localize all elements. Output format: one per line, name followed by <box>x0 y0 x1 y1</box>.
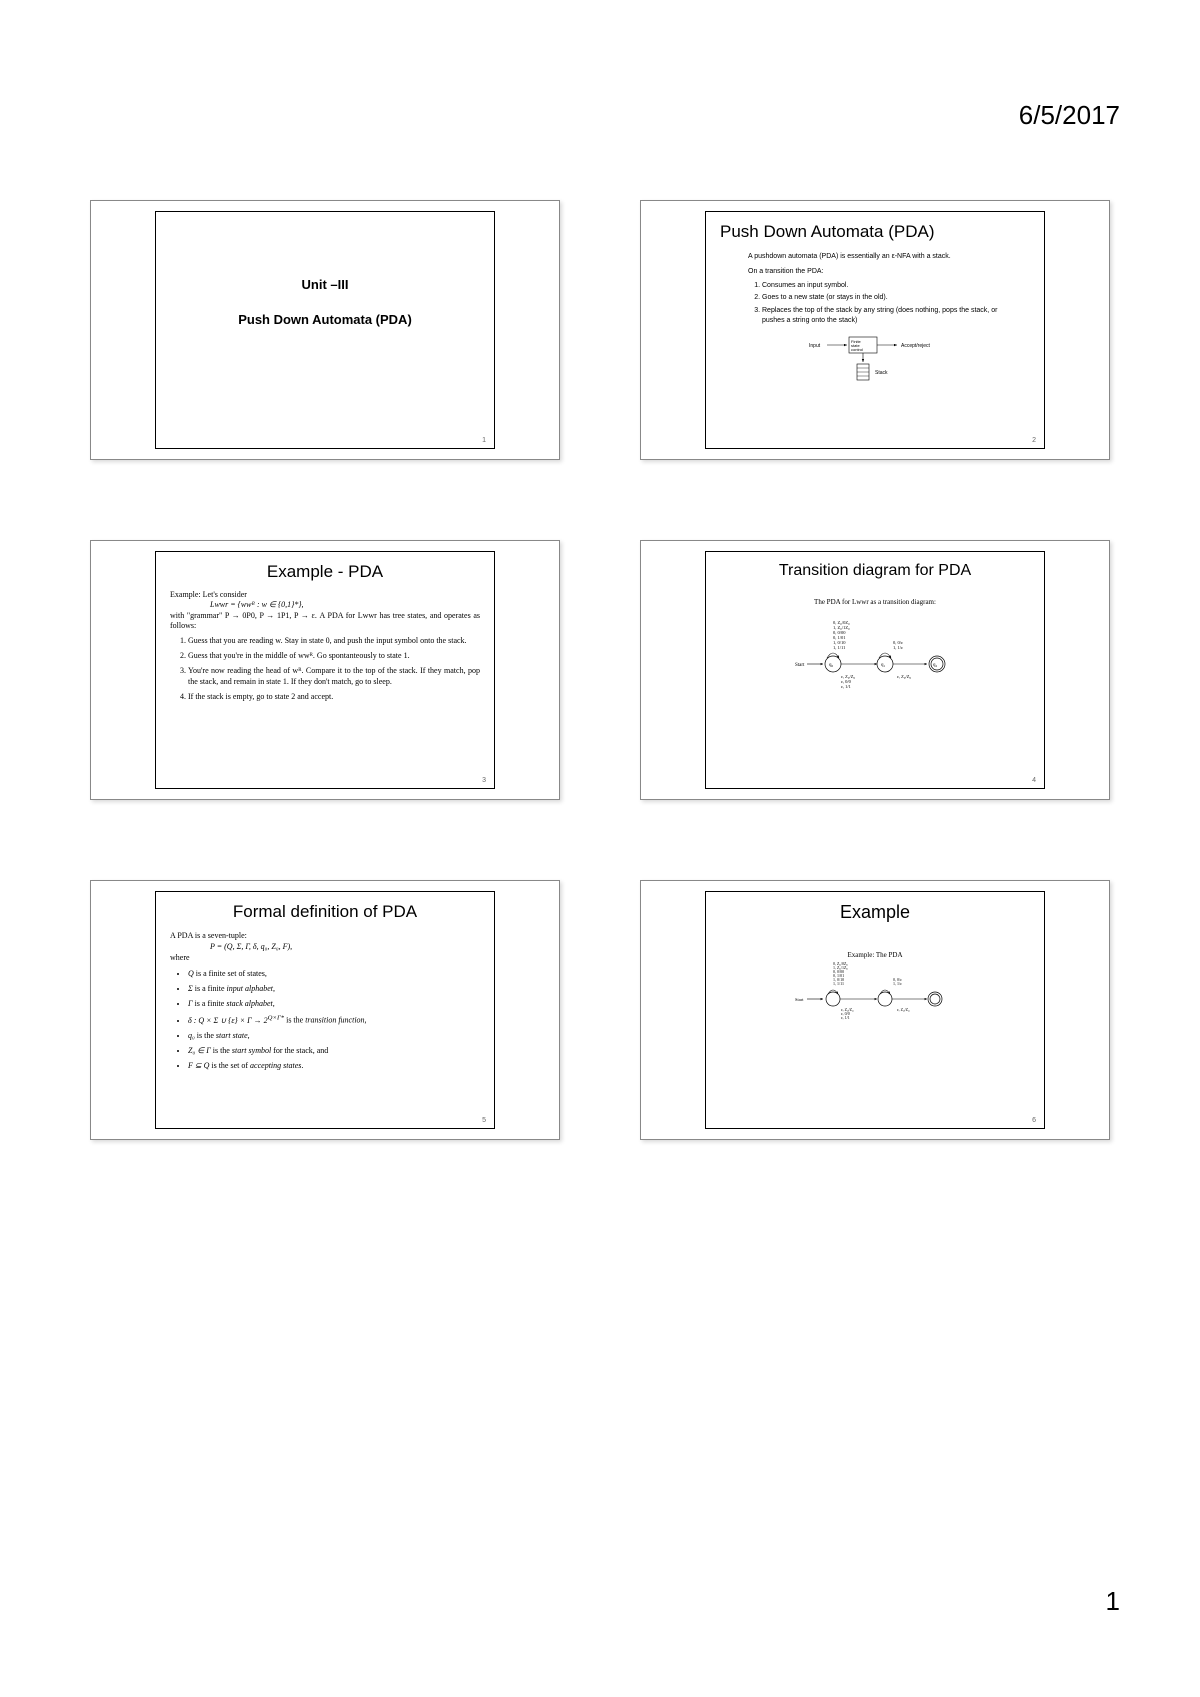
slide4-diagram: 0, Z₀/0Z₀ 1, Z₀/1Z₀ 0, 0/00 0, 1/01 1, 0… <box>720 616 1030 698</box>
slide2-title: Push Down Automata (PDA) <box>720 222 1030 242</box>
slide5-b4: δ : Q × Σ ∪ {ε} × Γ → 2Q×Γ* is the trans… <box>188 1013 480 1026</box>
svg-text:q₁: q₁ <box>881 663 886 668</box>
slide-6: Example Example: The PDA 0, Z₀/0Z₀ 1, Z₀… <box>640 880 1110 1140</box>
slides-grid: Unit –III Push Down Automata (PDA) 1 Pus… <box>90 200 1110 1140</box>
slide2-diagram: Input Finite state control Accept/reject <box>748 334 1010 388</box>
slide5-b2: is a finite input alphabet, <box>195 984 275 993</box>
svg-text:q₂: q₂ <box>933 663 938 668</box>
slide2-subhead: On a transition the PDA: <box>748 267 1010 277</box>
slide2-item2: Goes to a new state (or stays in the old… <box>762 293 1010 303</box>
slide5-b7: is the set of accepting states. <box>211 1061 303 1070</box>
slide3-num: 3 <box>482 777 486 784</box>
slide-1: Unit –III Push Down Automata (PDA) 1 <box>90 200 560 460</box>
slide4-caption: The PDA for Lwwr as a transition diagram… <box>720 598 1030 606</box>
slide6-diagram: 0, Z₀/0Z₀ 1, Z₀/1Z₀ 0, 0/00 0, 1/01 1, 0… <box>720 959 1030 1031</box>
slide5-lead: A PDA is a seven-tuple: <box>170 930 480 941</box>
slide3-step1: Guess that you are reading w. Stay in st… <box>188 636 480 646</box>
svg-text:Start: Start <box>795 663 805 668</box>
slide-2: Push Down Automata (PDA) A pushdown auto… <box>640 200 1110 460</box>
svg-text:1, 1/ε: 1, 1/ε <box>893 645 903 651</box>
slide3-lead: Example: Let's consider <box>170 590 480 600</box>
slide5-num: 5 <box>482 1117 486 1124</box>
slide2-intro: A pushdown automata (PDA) is essentially… <box>748 252 1010 262</box>
slide2-item3: Replaces the top of the stack by any str… <box>762 306 1010 326</box>
slide3-step2: Guess that you're in the middle of wwᴿ. … <box>188 651 480 661</box>
slide6-caption: Example: The PDA <box>720 951 1030 959</box>
svg-text:control: control <box>851 347 863 352</box>
slide4-title: Transition diagram for PDA <box>720 562 1030 580</box>
slide1-title: Push Down Automata (PDA) <box>170 312 480 327</box>
slide5-b1: is a finite set of states, <box>196 969 267 978</box>
slide1-unit: Unit –III <box>170 277 480 292</box>
svg-text:ε, 1/1: ε, 1/1 <box>841 684 851 690</box>
slide1-num: 1 <box>482 437 486 444</box>
svg-text:ε, 1/1: ε, 1/1 <box>841 1015 850 1021</box>
slide3-step3: You're now reading the head of wᴿ. Compa… <box>188 666 480 687</box>
svg-text:1, 1/ε: 1, 1/ε <box>893 981 902 987</box>
slide2-num: 2 <box>1032 437 1036 444</box>
slide2-item1: Consumes an input symbol. <box>762 281 1010 291</box>
slide-5: Formal definition of PDA A PDA is a seve… <box>90 880 560 1140</box>
slide3-step4: If the stack is empty, go to state 2 and… <box>188 692 480 702</box>
slide6-title: Example <box>720 902 1030 923</box>
svg-text:q₀: q₀ <box>829 663 834 668</box>
slide3-grammar: with "grammar" P → 0P0, P → 1P1, P → ε. … <box>170 611 480 632</box>
slide3-title: Example - PDA <box>170 562 480 582</box>
slide5-title: Formal definition of PDA <box>170 902 480 922</box>
page-number: 1 <box>1106 1586 1120 1617</box>
slide5-b3: is a finite stack alphabet, <box>195 999 275 1008</box>
slide5-formula: P = (Q, Σ, Γ, δ, q₀, Z₀, F), <box>210 941 480 952</box>
svg-text:1, 1/11: 1, 1/11 <box>833 981 844 987</box>
slide5-b5: is the start state, <box>197 1031 250 1040</box>
slide-3: Example - PDA Example: Let's consider Lw… <box>90 540 560 800</box>
diagram-input-label: Input <box>809 343 821 349</box>
svg-text:1, 1/11: 1, 1/11 <box>833 645 845 651</box>
svg-text:ε, Z₀/Z₀: ε, Z₀/Z₀ <box>897 1007 910 1013</box>
page-date: 6/5/2017 <box>1019 100 1120 131</box>
slide3-formula: Lwwr = {wwᴿ : w ∈ {0,1}*}, <box>210 600 480 610</box>
slide4-num: 4 <box>1032 777 1036 784</box>
svg-text:Start: Start <box>795 997 804 1002</box>
slide5-where: where <box>170 952 480 963</box>
svg-text:Stack: Stack <box>875 370 888 376</box>
slide5-b6: is the start symbol for the stack, and <box>213 1046 329 1055</box>
slide6-num: 6 <box>1032 1117 1036 1124</box>
svg-text:ε, Z₀/Z₀: ε, Z₀/Z₀ <box>897 674 911 680</box>
slide-4: Transition diagram for PDA The PDA for L… <box>640 540 1110 800</box>
svg-text:Accept/reject: Accept/reject <box>901 343 931 349</box>
